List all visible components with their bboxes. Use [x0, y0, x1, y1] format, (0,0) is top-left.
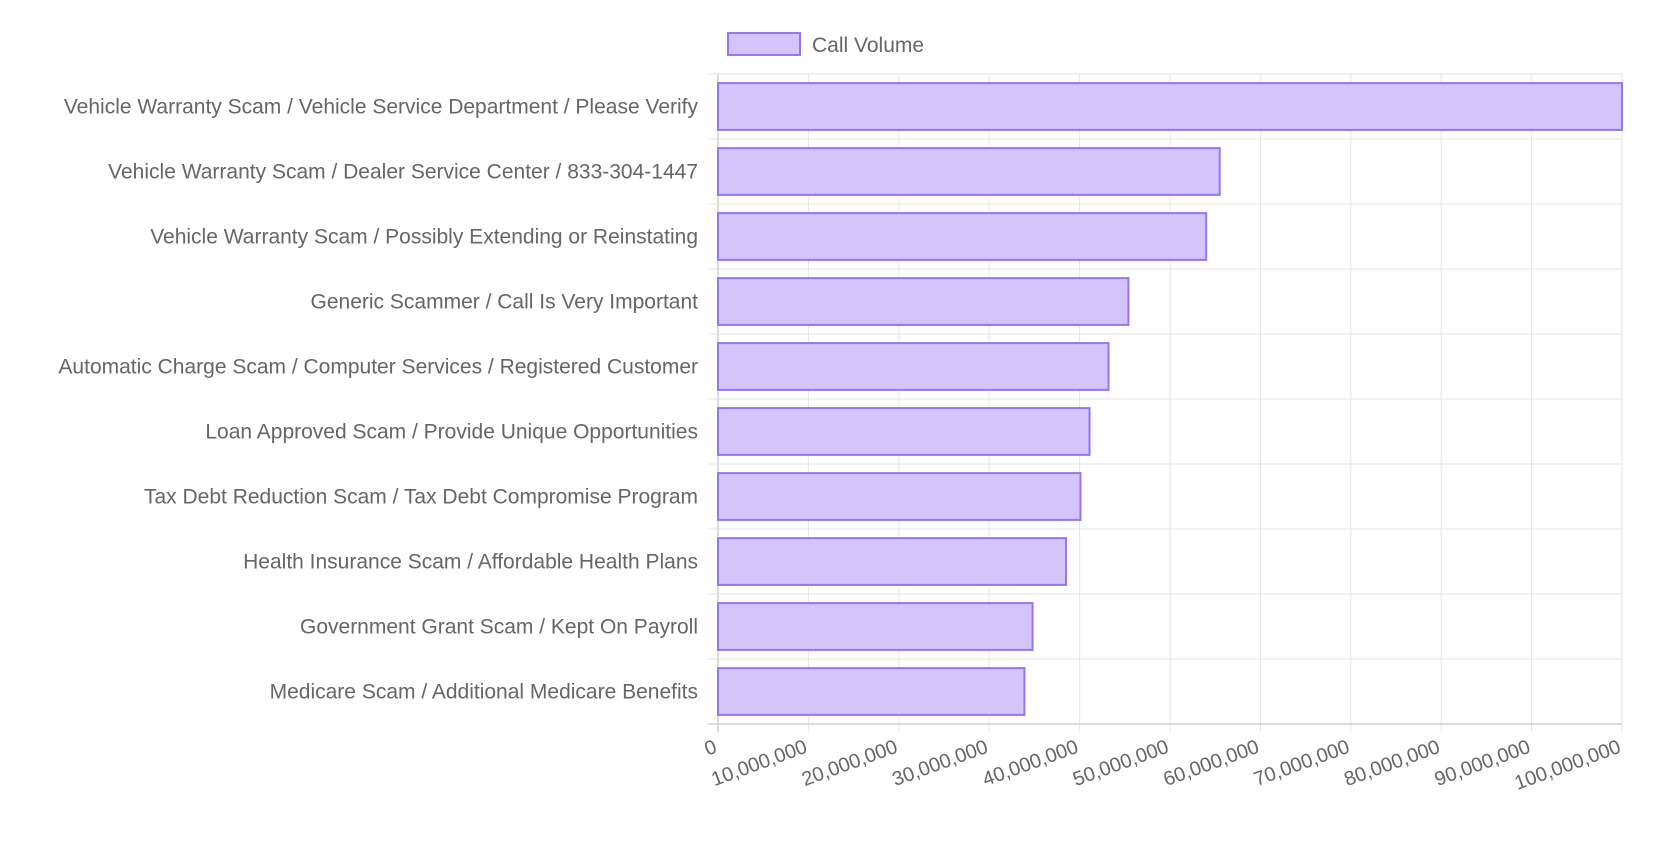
category-label: Generic Scammer / Call Is Very Important: [311, 291, 699, 314]
bar[interactable]: [717, 667, 1026, 716]
x-tick-label: 70,000,000: [1251, 736, 1353, 791]
category-label: Loan Approved Scam / Provide Unique Oppo…: [205, 421, 698, 444]
x-tick-label: 20,000,000: [799, 736, 901, 791]
x-tick-label: 10,000,000: [709, 736, 811, 791]
bar[interactable]: [717, 147, 1221, 196]
category-label: Government Grant Scam / Kept On Payroll: [300, 616, 698, 639]
category-label: Vehicle Warranty Scam / Vehicle Service …: [64, 96, 699, 119]
bar[interactable]: [717, 537, 1068, 586]
bar[interactable]: [717, 602, 1034, 651]
x-tick-label: 30,000,000: [889, 736, 991, 791]
bar[interactable]: [717, 277, 1130, 326]
x-tick-label: 40,000,000: [980, 736, 1082, 791]
x-axis-tick-labels: 010,000,00020,000,00030,000,00040,000,00…: [702, 736, 1624, 795]
category-label: Health Insurance Scam / Affordable Healt…: [243, 551, 698, 574]
category-label: Automatic Charge Scam / Computer Service…: [58, 356, 698, 379]
x-tick-label: 80,000,000: [1341, 736, 1443, 791]
bar[interactable]: [717, 342, 1110, 391]
x-tick-label: 60,000,000: [1161, 736, 1263, 791]
category-label: Tax Debt Reduction Scam / Tax Debt Compr…: [144, 486, 698, 509]
legend[interactable]: Call Volume: [727, 32, 924, 57]
bar[interactable]: [717, 82, 1623, 131]
category-label: Vehicle Warranty Scam / Possibly Extendi…: [150, 226, 698, 249]
bars: [717, 82, 1623, 716]
y-axis-labels: Vehicle Warranty Scam / Vehicle Service …: [58, 96, 698, 704]
legend-swatch: [727, 32, 801, 56]
bar[interactable]: [717, 407, 1091, 456]
bar[interactable]: [717, 472, 1082, 521]
x-tick-label: 50,000,000: [1070, 736, 1172, 791]
x-tick-label: 0: [702, 736, 720, 760]
category-label: Medicare Scam / Additional Medicare Bene…: [270, 681, 698, 704]
category-label: Vehicle Warranty Scam / Dealer Service C…: [108, 161, 698, 184]
bar[interactable]: [717, 212, 1208, 261]
legend-label: Call Volume: [812, 34, 924, 57]
